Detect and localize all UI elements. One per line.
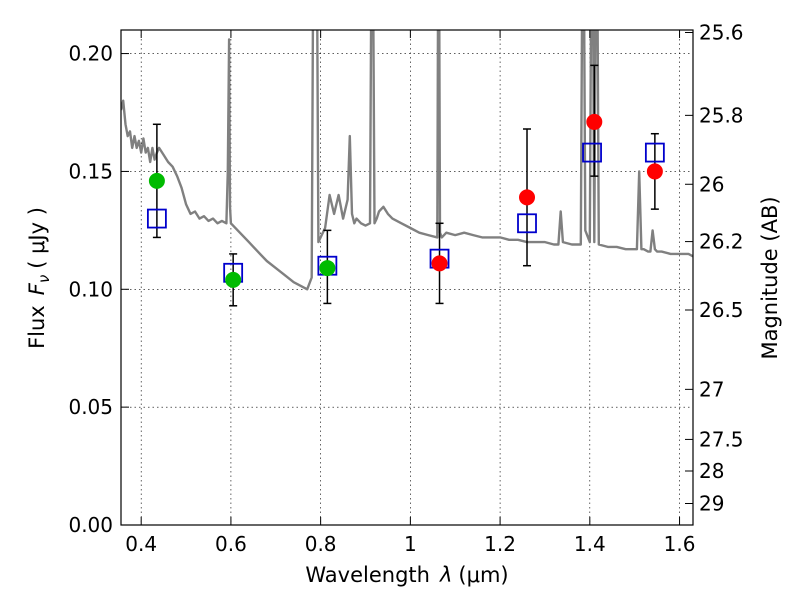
plot-area	[121, 30, 693, 307]
x-axis-label: Wavelength λ (μm)	[305, 563, 508, 587]
y2-tick-label: 25.8	[699, 103, 744, 127]
x-tick-label: 0.6	[215, 532, 247, 556]
y2-tick-label: 26.2	[699, 230, 744, 254]
x-axis-ticks: 0.4 0.6 0.8 1 1.2 1.4 1.6	[125, 30, 695, 556]
model-square-point	[517, 213, 537, 234]
green-data-point	[225, 271, 242, 288]
y-tick-label: 0.00	[68, 513, 113, 537]
y2-tick-label: 26	[699, 172, 724, 196]
x-tick-label: 1	[404, 532, 417, 556]
y2-tick-label: 26.5	[699, 298, 744, 322]
red-data-point	[431, 255, 448, 272]
x-tick-label: 0.8	[305, 532, 337, 556]
y-tick-label: 0.15	[68, 159, 113, 183]
green-data-point	[319, 260, 336, 277]
red-data-point	[519, 189, 536, 206]
red-data-point	[586, 113, 603, 130]
y-tick-label: 0.10	[68, 277, 113, 301]
red-data-point	[646, 163, 663, 180]
y2-axis-label: Magnitude (AB)	[758, 196, 782, 359]
y-axis-label: FluxFν( μJy )	[25, 207, 53, 349]
x-tick-label: 1.2	[484, 532, 516, 556]
y2-tick-label: 28	[699, 459, 724, 483]
model-square-point	[582, 142, 602, 163]
y2-tick-label: 27	[699, 377, 724, 401]
y2-tick-label: 25.6	[699, 20, 744, 44]
x-tick-label: 1.4	[574, 532, 606, 556]
x-tick-label: 1.6	[664, 532, 696, 556]
y-tick-label: 0.20	[68, 42, 113, 66]
y-tick-label: 0.05	[68, 395, 113, 419]
model-square-point	[146, 208, 167, 229]
y2-tick-label: 27.5	[699, 427, 744, 451]
y2-axis-ticks: 25.6 25.8 26 26.2 26.5 27 27.5 28 29	[685, 20, 744, 516]
y2-tick-label: 29	[699, 492, 724, 516]
model-square-point	[644, 142, 665, 163]
plot-frame	[120, 29, 694, 526]
green-data-point	[148, 172, 165, 189]
y-axis-ticks: 0.00 0.05 0.10 0.15 0.20	[68, 42, 129, 537]
x-tick-label: 0.4	[125, 532, 157, 556]
